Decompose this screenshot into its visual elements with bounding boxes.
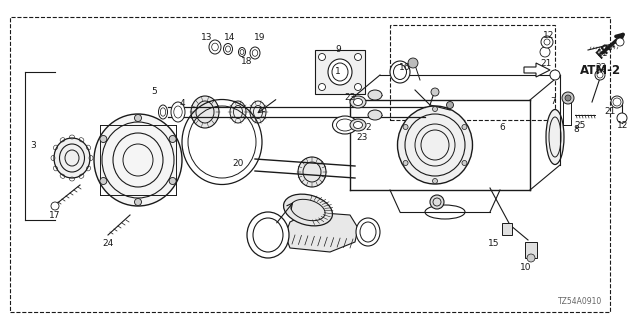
- Text: 4: 4: [179, 100, 185, 108]
- Circle shape: [462, 161, 467, 165]
- Bar: [315, 50, 365, 94]
- Circle shape: [355, 84, 362, 91]
- Circle shape: [565, 95, 571, 101]
- Ellipse shape: [353, 99, 362, 106]
- Text: 6: 6: [499, 123, 505, 132]
- Bar: [502, 223, 512, 235]
- Ellipse shape: [368, 90, 382, 100]
- Circle shape: [134, 198, 141, 205]
- Circle shape: [611, 96, 623, 108]
- Bar: [390, 25, 555, 120]
- Circle shape: [550, 70, 560, 80]
- Text: 7: 7: [550, 98, 556, 107]
- Text: 19: 19: [254, 33, 266, 42]
- Ellipse shape: [390, 61, 410, 83]
- Circle shape: [527, 254, 535, 262]
- Ellipse shape: [209, 40, 221, 54]
- Text: 18: 18: [241, 58, 253, 67]
- Ellipse shape: [368, 110, 382, 120]
- Ellipse shape: [159, 105, 168, 119]
- Text: 9: 9: [335, 45, 341, 54]
- Text: 13: 13: [201, 34, 212, 43]
- Ellipse shape: [247, 212, 289, 258]
- Circle shape: [319, 84, 326, 91]
- Text: 5: 5: [151, 87, 157, 97]
- Circle shape: [433, 179, 438, 183]
- Circle shape: [408, 58, 418, 68]
- Circle shape: [616, 38, 624, 46]
- Circle shape: [430, 195, 444, 209]
- Text: ATM-2: ATM-2: [580, 63, 621, 76]
- Ellipse shape: [250, 101, 266, 123]
- Text: 8: 8: [573, 125, 579, 134]
- Circle shape: [431, 88, 439, 96]
- Bar: [525, 242, 537, 258]
- Text: 23: 23: [344, 93, 356, 102]
- Circle shape: [100, 135, 107, 142]
- Circle shape: [100, 178, 107, 185]
- Text: FR.: FR.: [595, 37, 620, 61]
- Circle shape: [617, 113, 627, 123]
- Ellipse shape: [250, 47, 260, 59]
- Ellipse shape: [350, 96, 366, 108]
- Text: 12: 12: [543, 31, 555, 41]
- Text: 17: 17: [49, 212, 61, 220]
- Polygon shape: [285, 212, 358, 252]
- Text: 21: 21: [604, 107, 616, 116]
- Text: 12: 12: [618, 122, 628, 131]
- Ellipse shape: [239, 47, 246, 57]
- Circle shape: [595, 70, 605, 80]
- Ellipse shape: [356, 218, 380, 246]
- Circle shape: [541, 36, 553, 48]
- Circle shape: [447, 101, 454, 108]
- Circle shape: [169, 135, 176, 142]
- Circle shape: [540, 47, 550, 57]
- Text: 2: 2: [365, 123, 371, 132]
- Ellipse shape: [397, 106, 472, 184]
- Ellipse shape: [284, 194, 332, 226]
- Text: TZ54A0910: TZ54A0910: [558, 298, 602, 307]
- Text: 11: 11: [597, 49, 609, 58]
- Text: 10: 10: [520, 262, 532, 271]
- Text: 21: 21: [540, 60, 552, 68]
- Circle shape: [403, 161, 408, 165]
- Ellipse shape: [230, 101, 246, 123]
- Circle shape: [355, 53, 362, 60]
- Circle shape: [433, 107, 438, 111]
- Circle shape: [319, 53, 326, 60]
- Text: 25: 25: [574, 121, 586, 130]
- Text: 16: 16: [399, 63, 411, 73]
- Ellipse shape: [333, 116, 358, 134]
- Circle shape: [562, 92, 574, 104]
- Circle shape: [51, 202, 59, 210]
- Text: 15: 15: [488, 238, 500, 247]
- Ellipse shape: [223, 44, 232, 54]
- Text: 23: 23: [356, 132, 368, 141]
- Polygon shape: [524, 63, 550, 77]
- Text: 22: 22: [595, 62, 607, 71]
- Text: 20: 20: [232, 158, 244, 167]
- Ellipse shape: [171, 102, 185, 122]
- Circle shape: [403, 124, 408, 130]
- Ellipse shape: [54, 138, 90, 178]
- Text: 1: 1: [335, 68, 341, 76]
- Text: 3: 3: [30, 140, 36, 149]
- Circle shape: [462, 124, 467, 130]
- Text: 24: 24: [102, 239, 114, 249]
- Ellipse shape: [298, 157, 326, 187]
- Circle shape: [134, 115, 141, 122]
- Ellipse shape: [191, 96, 219, 128]
- Ellipse shape: [350, 119, 366, 131]
- Ellipse shape: [546, 109, 564, 164]
- Ellipse shape: [328, 59, 352, 85]
- Ellipse shape: [353, 122, 362, 129]
- Bar: [563, 97, 571, 125]
- Circle shape: [169, 178, 176, 185]
- Text: 14: 14: [224, 34, 236, 43]
- Ellipse shape: [94, 114, 182, 206]
